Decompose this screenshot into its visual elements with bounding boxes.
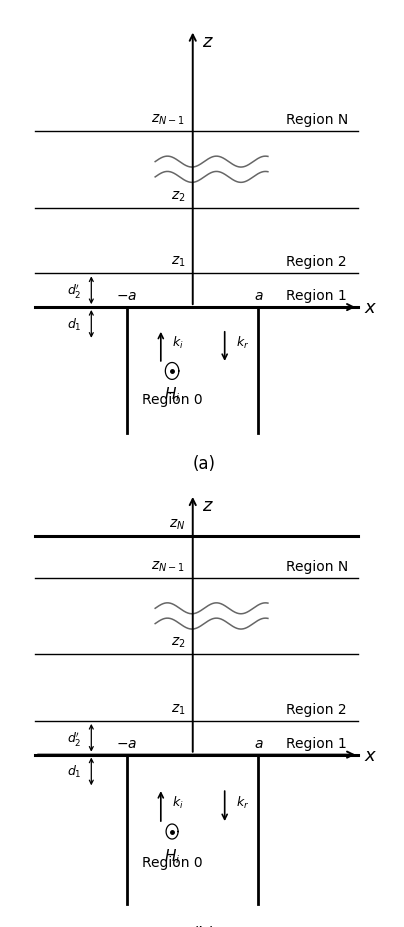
Text: $-a$: $-a$ <box>116 736 138 750</box>
Text: $x$: $x$ <box>364 298 377 317</box>
Text: $k_r$: $k_r$ <box>236 794 249 810</box>
Text: (b): (b) <box>192 925 216 927</box>
Text: $H_i$: $H_i$ <box>164 846 180 865</box>
Text: $d_1$: $d_1$ <box>67 316 82 333</box>
Text: $z$: $z$ <box>202 497 214 514</box>
Text: Region 1: Region 1 <box>286 288 347 303</box>
Text: Region 0: Region 0 <box>142 856 202 870</box>
Text: (a): (a) <box>193 454 215 473</box>
Text: $x$: $x$ <box>364 746 377 764</box>
Text: $z_2$: $z_2$ <box>170 635 185 649</box>
Text: $z_{N-1}$: $z_{N-1}$ <box>152 559 185 574</box>
Text: $d_1$: $d_1$ <box>67 764 82 780</box>
Text: $z$: $z$ <box>202 32 214 51</box>
Text: $a$: $a$ <box>254 736 263 750</box>
Text: $k_r$: $k_r$ <box>236 335 249 350</box>
Text: $d_2'$: $d_2'$ <box>67 729 82 747</box>
Text: Region N: Region N <box>286 112 348 126</box>
Text: Region 1: Region 1 <box>286 736 347 750</box>
Text: $z_1$: $z_1$ <box>170 255 185 269</box>
Text: $k_i$: $k_i$ <box>172 794 184 810</box>
Text: $z_N$: $z_N$ <box>169 517 185 531</box>
Text: $H_i$: $H_i$ <box>164 385 180 403</box>
Text: $k_i$: $k_i$ <box>172 335 184 350</box>
Text: $z_2$: $z_2$ <box>170 190 185 204</box>
Text: $a$: $a$ <box>254 288 263 303</box>
Text: Region 2: Region 2 <box>286 255 347 269</box>
Text: Region 2: Region 2 <box>286 702 347 717</box>
Text: $z_{N-1}$: $z_{N-1}$ <box>152 112 185 126</box>
Text: $d_2'$: $d_2'$ <box>67 282 82 300</box>
Text: $-a$: $-a$ <box>116 288 138 303</box>
Text: $z_1$: $z_1$ <box>170 702 185 717</box>
Text: Region 0: Region 0 <box>142 392 202 406</box>
Text: Region N: Region N <box>286 560 348 574</box>
